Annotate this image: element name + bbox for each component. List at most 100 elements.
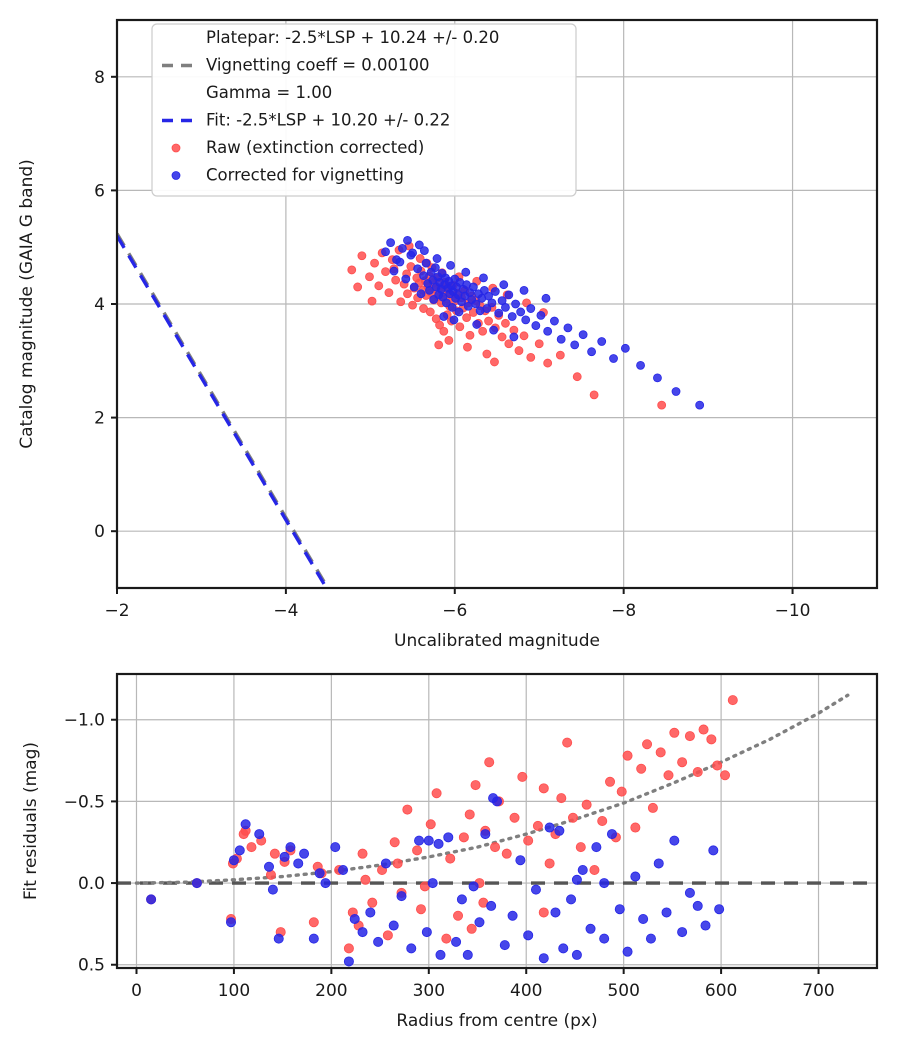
data-point [484, 316, 493, 326]
data-point [519, 285, 529, 295]
data-point [482, 349, 492, 359]
data-point [285, 842, 296, 853]
data-point [638, 914, 649, 925]
data-point [575, 842, 586, 853]
data-point [587, 347, 596, 357]
x-tick-label: 500 [607, 981, 639, 1001]
data-point [392, 255, 401, 265]
data-point [225, 917, 236, 928]
x-tick-label: 700 [802, 981, 834, 1001]
data-point [566, 894, 577, 905]
data-point [538, 953, 549, 964]
data-point [501, 848, 512, 859]
legend-box [151, 23, 577, 197]
data-point [541, 293, 551, 303]
data-point [408, 300, 417, 310]
data-point [585, 923, 596, 934]
data-point [449, 315, 459, 325]
legend-entry: Platepar: -2.5*LSP + 10.24 +/- 0.20 [206, 28, 499, 47]
data-point [486, 900, 497, 911]
data-point [562, 737, 573, 748]
data-point [556, 334, 566, 344]
data-point [684, 731, 695, 742]
legend-entry: Corrected for vignetting [171, 166, 404, 185]
data-point [439, 326, 449, 336]
data-point [653, 858, 664, 869]
data-point [373, 936, 384, 947]
data-point [727, 695, 738, 706]
data-point [269, 848, 280, 859]
data-point [435, 949, 446, 960]
data-point [563, 323, 573, 333]
data-point [669, 835, 680, 846]
data-point [692, 767, 703, 778]
data-point [534, 339, 544, 349]
data-point [677, 757, 688, 768]
data-point [698, 724, 709, 735]
data-point [642, 739, 653, 750]
data-point [357, 848, 368, 859]
data-point [360, 874, 371, 885]
data-point [509, 812, 520, 823]
data-point [609, 354, 618, 363]
data-point [445, 853, 456, 864]
data-point [343, 956, 354, 967]
data-point [468, 881, 479, 892]
data-point [458, 832, 469, 843]
data-point [620, 343, 630, 353]
data-point [415, 254, 425, 263]
data-point [433, 838, 444, 849]
data-point [446, 260, 455, 270]
data-point [389, 837, 400, 848]
data-point [526, 352, 536, 362]
data-point [191, 878, 202, 889]
y-tick-label: 6 [94, 181, 105, 201]
data-point [273, 933, 284, 944]
data-point [374, 281, 384, 291]
data-point [240, 819, 251, 830]
data-point [470, 780, 481, 791]
legend: Platepar: -2.5*LSP + 10.24 +/- 0.20 Vigne… [151, 23, 577, 197]
data-point [556, 793, 567, 804]
data-point [558, 943, 569, 954]
data-point [504, 339, 514, 349]
data-point [499, 280, 509, 290]
data-point [578, 330, 588, 340]
data-point [555, 350, 565, 360]
data-point [392, 858, 403, 869]
data-point [386, 238, 396, 248]
data-point [293, 858, 304, 869]
data-point [403, 235, 412, 245]
data-point [414, 240, 424, 250]
panel-fit-residuals-vs-radius: 0 100 200 300 400 500 600 700 0.5 0.0 −0.5 −1.0 Radi… [21, 672, 879, 1031]
data-point [669, 727, 680, 738]
data-point [488, 793, 499, 804]
data-point [692, 900, 703, 911]
data-point [517, 771, 528, 782]
data-point [441, 298, 451, 308]
scatter-points [347, 235, 705, 410]
legend-label: Vignetting coeff = 0.00100 [206, 56, 430, 75]
data-point [706, 734, 717, 745]
data-point [494, 308, 504, 318]
data-point [439, 312, 449, 321]
data-point [684, 887, 695, 898]
data-point [531, 321, 541, 330]
data-point [543, 326, 553, 336]
data-point [532, 820, 543, 831]
x-tick-label: 100 [218, 981, 250, 1001]
legend-label: Corrected for vignetting [206, 166, 404, 185]
data-point [447, 303, 457, 312]
data-point [636, 763, 647, 774]
series-corrected-for-vignetting [381, 235, 705, 410]
legend-dot-red-icon [171, 143, 181, 153]
data-point [511, 299, 520, 309]
data-point [490, 842, 501, 853]
data-point [509, 332, 519, 342]
data-point [581, 799, 592, 810]
data-point [708, 845, 719, 856]
y-axis-label: Catalog magnitude (GAIA G band) [17, 159, 37, 449]
data-point [415, 904, 426, 915]
data-point [543, 358, 553, 368]
data-point [396, 297, 406, 307]
